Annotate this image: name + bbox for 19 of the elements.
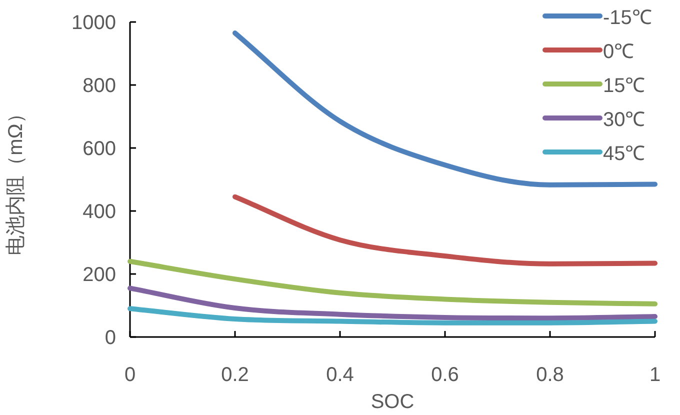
legend-label: -15℃ — [603, 7, 652, 29]
legend-label: 15℃ — [603, 75, 646, 97]
x-tick-label: 0.6 — [431, 364, 459, 386]
x-tick-label: 0.8 — [536, 364, 564, 386]
y-axis-title: 电池内阻（mΩ） — [5, 104, 27, 256]
x-tick-label: 0 — [124, 364, 136, 386]
x-tick-label: 1 — [649, 364, 661, 386]
x-axis-title: SOC — [370, 391, 414, 413]
y-tick-label: 800 — [82, 75, 116, 97]
y-tick-label: 200 — [82, 264, 116, 286]
x-tick-label: 0.2 — [221, 364, 249, 386]
y-tick-label: 600 — [82, 138, 116, 160]
y-tick-label: 1000 — [72, 12, 116, 34]
legend-label: 45℃ — [603, 143, 646, 165]
y-tick-label: 400 — [82, 201, 116, 223]
y-tick-label: 0 — [104, 327, 116, 349]
x-tick-label: 0.4 — [326, 364, 354, 386]
legend-label: 0℃ — [603, 41, 634, 63]
legend-label: 30℃ — [603, 109, 646, 131]
